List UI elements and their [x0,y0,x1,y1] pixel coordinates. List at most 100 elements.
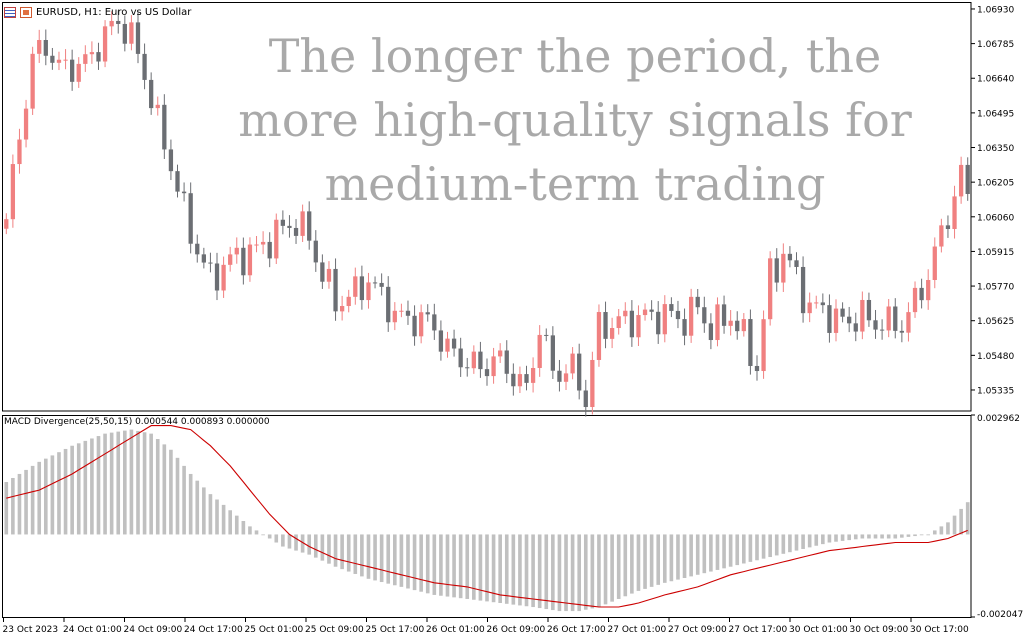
macd-histogram-bar [524,534,529,607]
macd-indicator-label: MACD Divergence(25,50,15) 0.000544 0.000… [4,417,270,427]
candle-body [412,315,417,337]
candle-body [517,374,523,387]
candle-body [537,334,542,368]
macd-histogram-bar [366,534,371,579]
macd-histogram-bar [136,430,140,535]
macd-histogram-bar [155,439,160,535]
macd-histogram-bar [485,534,489,602]
macd-histogram-bar [76,443,81,535]
candle-body [866,299,872,321]
candle-body [570,353,575,374]
macd-histogram-bar [4,482,9,535]
macd-histogram-bar [840,534,845,541]
candle-body [155,104,160,109]
price-tick-label: 1.05915 [977,248,1014,258]
candle-body [939,225,944,247]
candle-body [221,264,226,291]
macd-histogram-bar [129,429,134,535]
macd-histogram-bar [425,534,430,594]
macd-histogram-bar [656,534,661,585]
macd-histogram-bar [919,534,924,536]
macd-histogram-bar [379,534,384,583]
candle-body [847,316,852,324]
candle-body [557,370,562,382]
macd-histogram-bar [43,458,48,535]
candle-body [530,367,536,383]
time-tick-label: 24 Oct 17:00 [184,625,243,635]
macd-histogram-bar [307,534,312,555]
candle-body [524,374,529,383]
candle-body [234,247,239,255]
candle-body [135,22,141,54]
macd-histogram-bar [630,534,634,594]
candle-body [201,254,206,263]
candle-body [952,196,957,229]
macd-histogram-bar [867,534,871,539]
macd-histogram-bar [392,534,397,586]
candle-body [662,304,667,335]
macd-histogram-bar [458,534,463,599]
macd-histogram-bar [794,534,799,551]
macd-tick-label: -0.002047 [977,610,1023,620]
candle-body [735,320,740,332]
macd-tick-label: 0.002962 [977,414,1020,424]
macd-histogram-bar [228,510,232,535]
macd-histogram-bar [913,534,917,537]
macd-histogram-bar [353,534,358,574]
macd-histogram-bar [37,461,42,535]
candle-body [188,193,193,244]
macd-histogram-bar [57,452,61,535]
price-pane-frame [2,2,972,412]
macd-histogram-bar [320,534,325,561]
chart-window-icon[interactable] [20,6,32,18]
candle-body [320,262,325,282]
time-tick-label: 25 Oct 17:00 [366,625,425,635]
candle-body [43,39,48,56]
candle-body [129,22,134,44]
macd-histogram-bar [432,534,437,595]
macd-histogram-bar [169,449,173,535]
candle-body [392,310,397,323]
macd-histogram-bar [96,436,101,535]
macd-histogram-bar [886,534,891,539]
time-tick-label: 27 Oct 01:00 [608,625,667,635]
candle-body [893,306,898,331]
macd-histogram-bar [900,534,904,538]
candle-body [228,254,233,265]
candle-body [438,330,444,352]
macd-histogram-bar [906,534,911,537]
macd-histogram-bar [932,530,937,535]
candle-body [807,302,812,314]
macd-histogram-bar [406,534,410,589]
macd-histogram-bar [860,534,865,539]
candle-body [96,52,101,62]
candle-body [116,20,121,24]
candle-body [379,282,384,287]
price-tick-label: 1.06205 [977,179,1014,189]
candle-body [603,312,608,339]
candle-body [932,246,937,281]
macd-histogram-bar [821,534,825,545]
candle-body [609,328,615,339]
overlay-caption: The longer the period, the more high-qua… [230,24,920,216]
macd-histogram-bar [274,534,279,543]
candle-body [926,280,931,301]
macd-histogram-bar [498,534,502,604]
candle-body [629,310,635,338]
overlay-line-2: more high-quality signals for [238,93,912,147]
macd-histogram-bar [202,487,206,535]
candle-body [405,310,411,316]
candle-body [10,164,16,220]
candle-body [274,219,279,259]
candle-body [195,243,200,255]
macd-histogram-bar [597,534,601,608]
chart-list-icon[interactable] [4,6,16,18]
candle-body [873,320,878,330]
overlay-line-1: The longer the period, the [268,29,882,83]
candle-body [162,104,167,150]
candle-body [899,330,904,333]
candle-body [56,59,62,63]
macd-histogram-bar [419,534,423,592]
macd-histogram-bar [472,534,476,600]
